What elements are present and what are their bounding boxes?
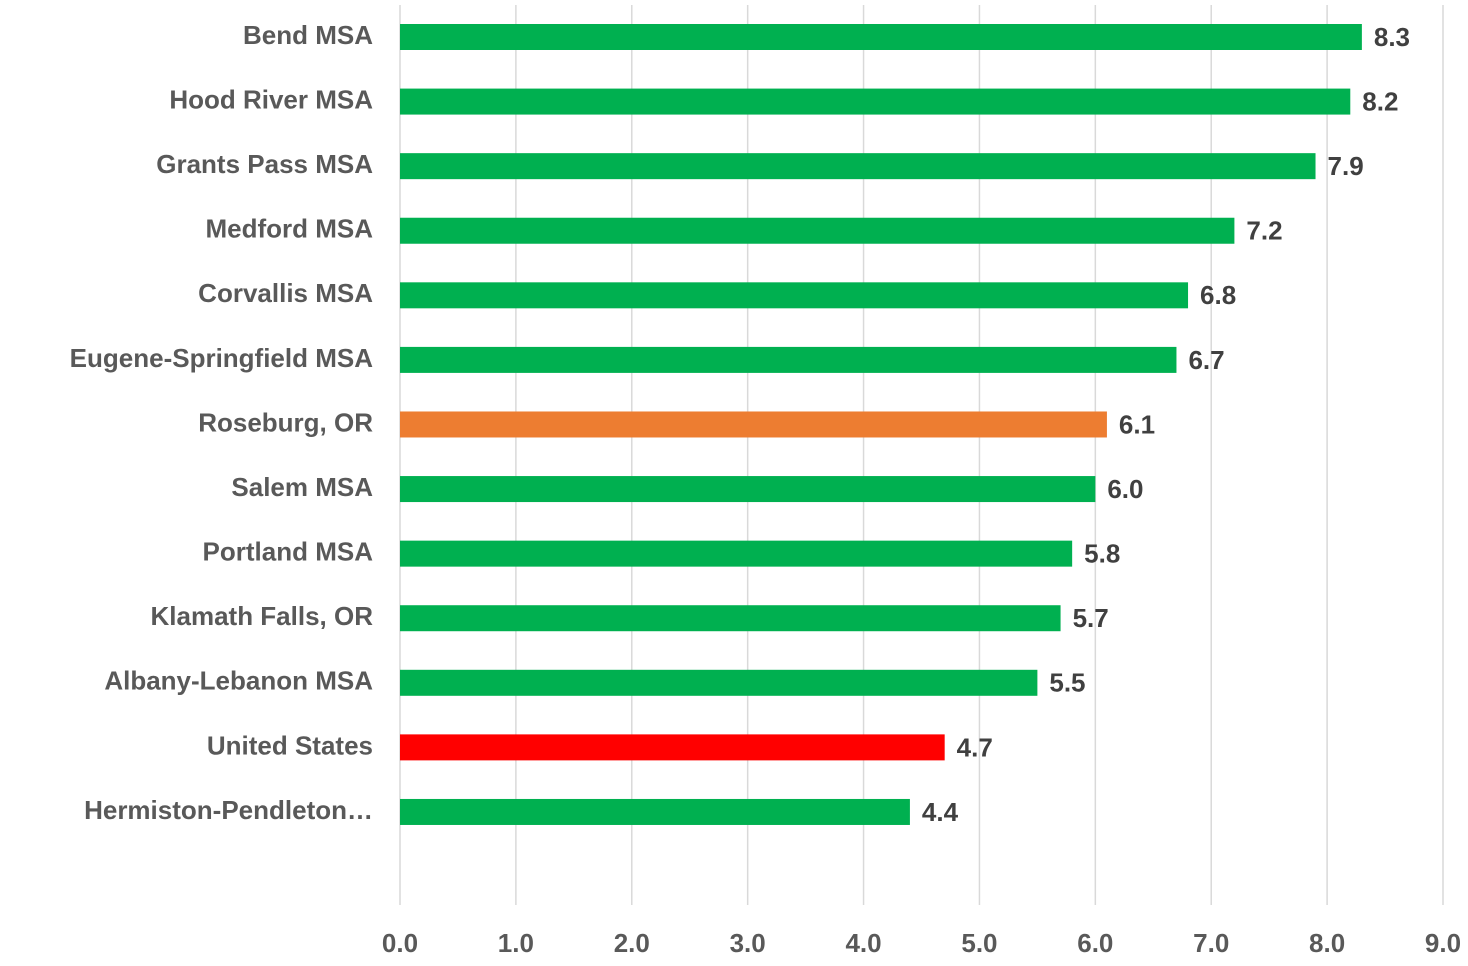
y-tick-label: Corvallis MSA	[198, 278, 373, 308]
bar	[400, 476, 1096, 503]
x-tick-label: 1.0	[498, 928, 534, 958]
bar	[400, 217, 1235, 244]
data-label: 5.7	[1073, 603, 1109, 633]
data-label: 7.2	[1246, 216, 1282, 246]
y-tick-label: Medford MSA	[205, 214, 373, 244]
data-label: 4.7	[957, 732, 993, 762]
data-label: 5.8	[1084, 539, 1120, 569]
data-label: 8.3	[1374, 22, 1410, 52]
y-tick-label: Salem MSA	[231, 472, 373, 502]
x-tick-label: 0.0	[382, 928, 418, 958]
data-label: 6.8	[1200, 280, 1236, 310]
x-tick-label: 4.0	[845, 928, 881, 958]
data-label: 6.7	[1188, 345, 1224, 375]
y-tick-label: Klamath Falls, OR	[151, 601, 374, 631]
data-label: 4.4	[922, 797, 959, 827]
y-tick-label: Bend MSA	[243, 20, 373, 50]
y-tick-label: Hermiston-Pendleton…	[84, 795, 373, 825]
y-tick-label: Eugene-Springfield MSA	[70, 343, 374, 373]
x-tick-label: 5.0	[961, 928, 997, 958]
x-tick-label: 6.0	[1077, 928, 1113, 958]
x-tick-label: 8.0	[1309, 928, 1345, 958]
bar	[400, 798, 910, 825]
x-tick-label: 2.0	[614, 928, 650, 958]
bar	[400, 734, 945, 761]
bar	[400, 605, 1061, 632]
x-tick-label: 9.0	[1425, 928, 1461, 958]
data-label: 6.0	[1107, 474, 1143, 504]
bar	[400, 411, 1107, 438]
y-tick-label: Hood River MSA	[169, 84, 373, 114]
y-tick-label: Roseburg, OR	[198, 407, 373, 437]
bar	[400, 24, 1362, 50]
x-tick-label: 3.0	[730, 928, 766, 958]
y-tick-label: Grants Pass MSA	[156, 149, 373, 179]
y-tick-label: United States	[207, 730, 373, 760]
bar	[400, 669, 1038, 696]
bar	[400, 346, 1177, 373]
y-tick-label: Portland MSA	[203, 537, 374, 567]
bar	[400, 282, 1189, 309]
data-label: 8.2	[1362, 86, 1398, 116]
data-label: 7.9	[1328, 151, 1364, 181]
data-label: 6.1	[1119, 409, 1155, 439]
bar	[400, 540, 1073, 567]
bar	[400, 153, 1316, 180]
x-tick-label: 7.0	[1193, 928, 1229, 958]
bar	[400, 88, 1351, 115]
data-label: 5.5	[1049, 668, 1085, 698]
y-tick-label: Albany-Lebanon MSA	[104, 666, 373, 696]
